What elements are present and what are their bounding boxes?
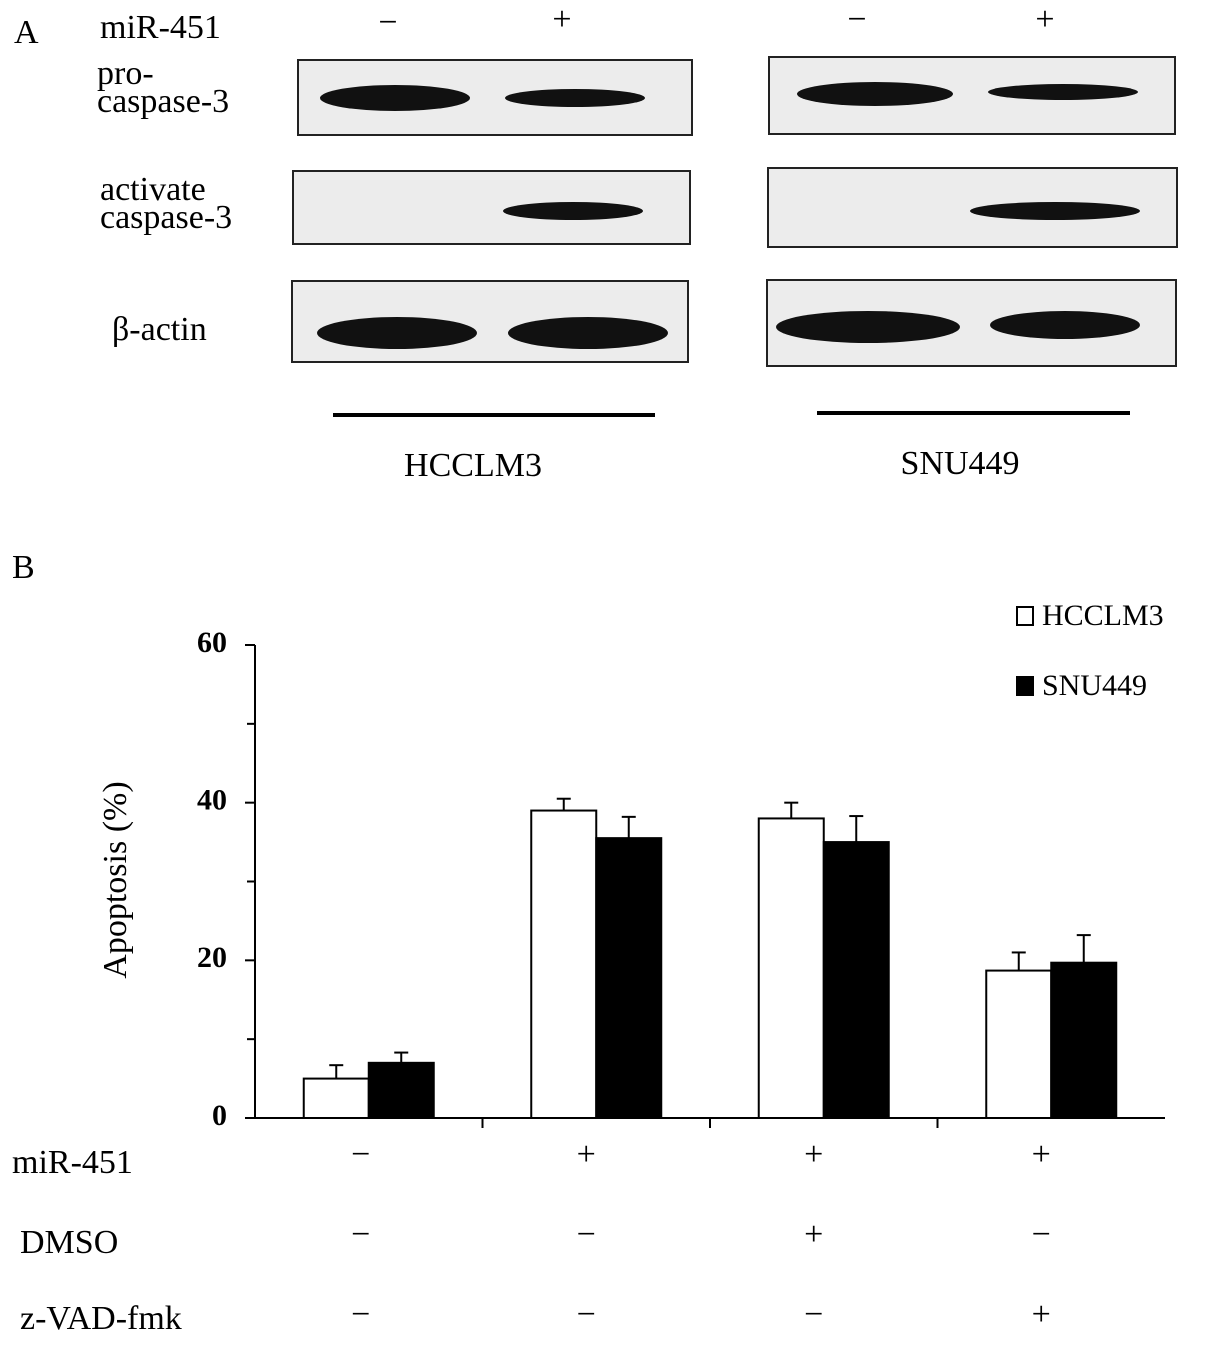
sign: − [378, 4, 397, 41]
condition-sign: − [804, 1296, 823, 1333]
condition-sign: + [577, 1136, 596, 1173]
y-tick-label: 40 [197, 784, 227, 817]
bar [367, 1061, 435, 1119]
row-label: caspase-3 [97, 83, 229, 120]
band [988, 84, 1138, 100]
condition-sign: − [351, 1136, 370, 1173]
band [320, 85, 470, 111]
row-label: caspase-3 [100, 199, 232, 236]
condition-sign: − [351, 1216, 370, 1253]
band [317, 317, 477, 349]
y-tick-label: 60 [197, 626, 227, 659]
bar [757, 817, 825, 1120]
condition-sign: + [1032, 1136, 1051, 1173]
sign: − [847, 1, 866, 38]
band [508, 317, 668, 349]
y-tick-label: 20 [197, 941, 227, 974]
treatment-label: miR-451 [100, 9, 221, 46]
y-axis-label: Apoptosis (%) [97, 781, 134, 978]
sign: + [552, 1, 571, 38]
band [797, 82, 953, 106]
bar [985, 969, 1053, 1119]
band [776, 311, 960, 343]
panel-a: A miR-451 − + − + pro- caspase-3 activat… [14, 1, 1178, 484]
band [503, 202, 643, 220]
y-tick-label: 0 [212, 1099, 227, 1132]
legend-swatch [1016, 676, 1034, 696]
condition-label: DMSO [20, 1224, 118, 1261]
condition-sign: + [804, 1136, 823, 1173]
condition-sign: − [1032, 1216, 1051, 1253]
cell-line-label: HCCLM3 [404, 447, 542, 484]
panel-label: B [12, 549, 35, 586]
bar [302, 1077, 370, 1120]
condition-sign: − [577, 1296, 596, 1333]
legend-label: HCCLM3 [1042, 599, 1164, 632]
legend-label: SNU449 [1042, 669, 1147, 702]
bar [1050, 961, 1118, 1119]
condition-sign: + [1032, 1296, 1051, 1333]
condition-sign: + [804, 1216, 823, 1253]
row-label: activate [100, 171, 206, 208]
legend-swatch [1016, 606, 1034, 626]
condition-sign: − [577, 1216, 596, 1253]
cell-line-label: SNU449 [900, 445, 1019, 482]
condition-label: z-VAD-fmk [20, 1300, 182, 1337]
sign: + [1035, 1, 1054, 38]
panel-label: A [14, 14, 39, 51]
band [990, 311, 1140, 339]
row-label: pro- [97, 55, 154, 92]
bar [530, 809, 598, 1119]
band [505, 89, 645, 107]
condition-label: miR-451 [12, 1144, 133, 1181]
condition-sign: − [351, 1296, 370, 1333]
bar [822, 841, 890, 1119]
bar [595, 837, 663, 1119]
row-label: β-actin [112, 311, 207, 348]
band [970, 202, 1140, 220]
